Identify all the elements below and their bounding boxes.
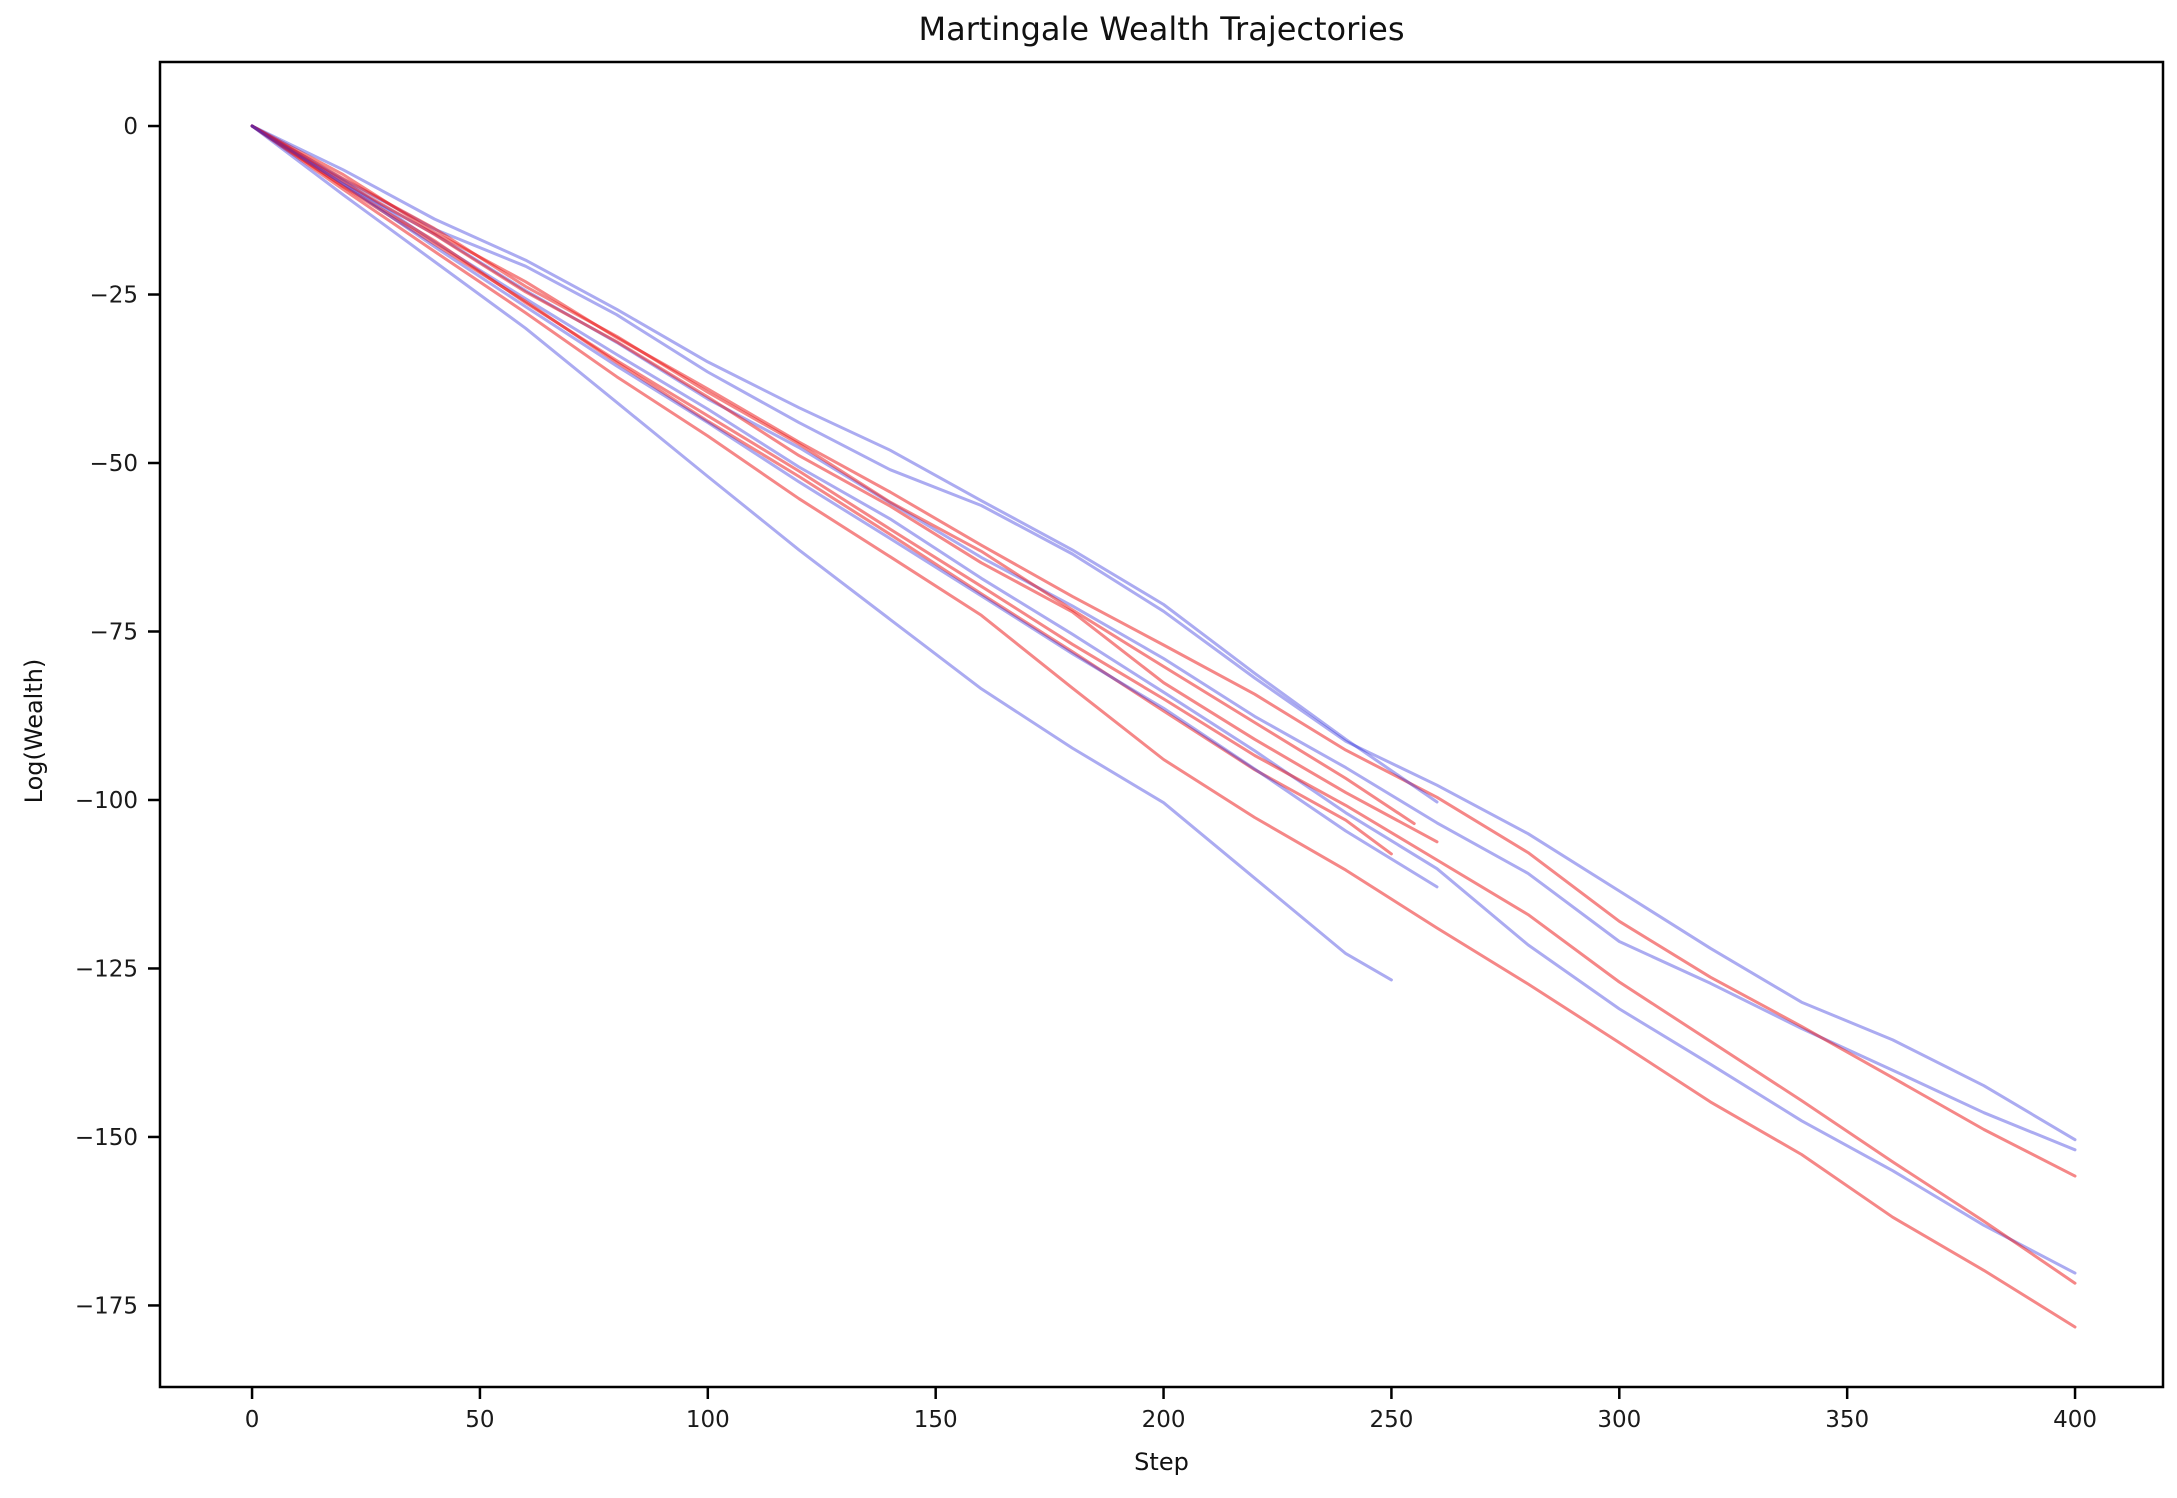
trajectory-line	[250, 124, 2077, 1142]
y-tick-label: −150	[75, 1125, 138, 1151]
y-tick-label: −125	[75, 956, 138, 982]
trajectory-line	[250, 124, 2077, 1152]
x-axis-label: Step	[1134, 1448, 1189, 1476]
y-tick-label: −50	[89, 451, 138, 477]
trajectory-line	[250, 124, 2077, 1275]
trajectory-line	[250, 124, 1439, 889]
x-tick-label: 200	[1142, 1407, 1186, 1433]
y-tick-label: 0	[123, 114, 138, 140]
trajectory-line	[250, 124, 2077, 1329]
x-tick-label: 350	[1825, 1407, 1869, 1433]
y-tick-label: −175	[75, 1293, 138, 1319]
y-tick-label: −25	[89, 283, 138, 309]
trajectory-line	[250, 124, 1439, 844]
y-tick-label: −100	[75, 788, 138, 814]
x-tick-label: 250	[1369, 1407, 1413, 1433]
x-tick-label: 150	[914, 1407, 958, 1433]
x-tick-label: 300	[1597, 1407, 1641, 1433]
x-tick-label: 0	[245, 1407, 260, 1433]
trajectory-line	[250, 124, 1393, 982]
x-tick-label: 100	[686, 1407, 730, 1433]
y-tick-label: −75	[89, 619, 138, 645]
x-tick-label: 400	[2053, 1407, 2097, 1433]
y-axis-label: Log(Wealth)	[20, 658, 48, 804]
chart-title: Martingale Wealth Trajectories	[918, 10, 1405, 48]
trajectory-line	[250, 124, 1439, 804]
x-tick-label: 50	[465, 1407, 494, 1433]
trajectory-line	[250, 124, 2077, 1178]
trajectory-line	[250, 124, 1393, 856]
plot-frame	[158, 60, 2165, 1389]
trajectory-line	[250, 124, 1416, 826]
